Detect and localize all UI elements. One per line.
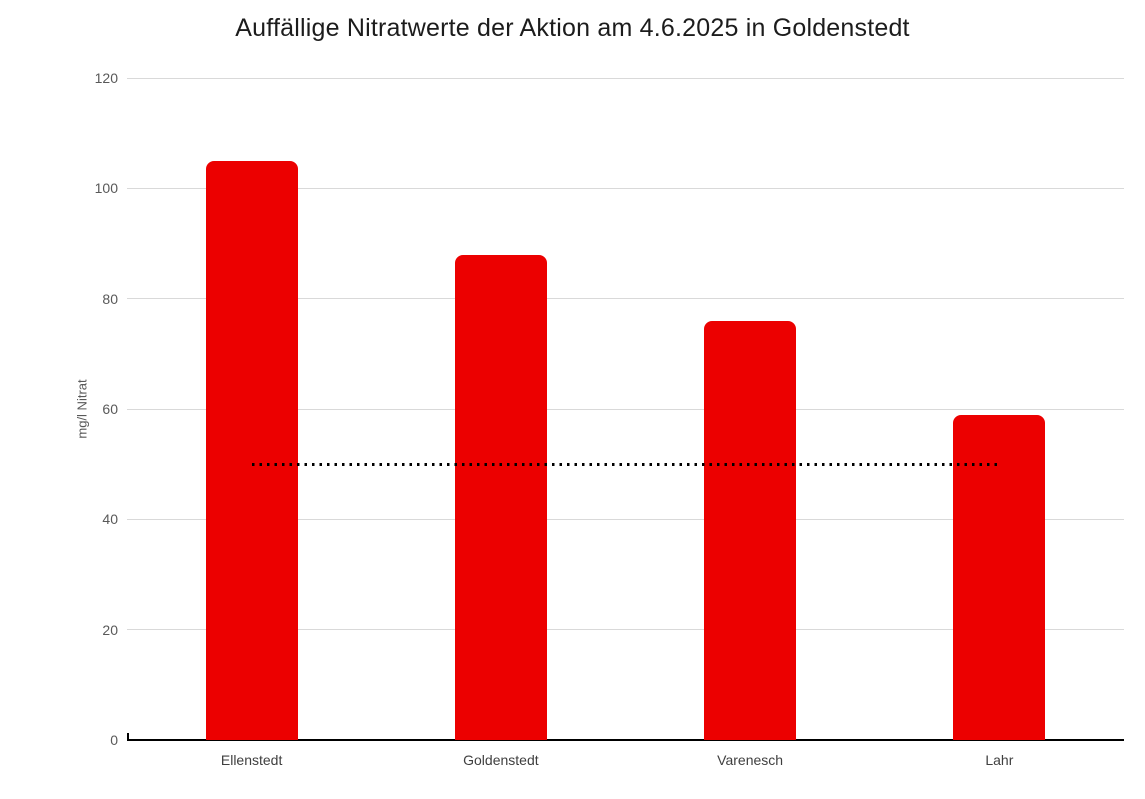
y-tick-label: 120: [94, 70, 118, 86]
bar-varenesch: [704, 320, 797, 740]
x-axis-line: [127, 739, 1124, 741]
bar-goldenstedt: [454, 254, 547, 740]
x-axis-start-tick: [127, 733, 129, 739]
x-category-label: Lahr: [985, 752, 1014, 768]
y-tick-label: 40: [102, 511, 118, 528]
y-tick-label: 80: [102, 290, 118, 307]
y-tick-label: 20: [102, 621, 118, 638]
x-category-label: Goldenstedt: [463, 752, 539, 768]
y-tick-label: 0: [110, 732, 118, 748]
x-category-label: Ellenstedt: [220, 752, 283, 768]
gridline: [127, 408, 1124, 410]
reference-line: [251, 462, 1000, 466]
chart-title: Auffällige Nitratwerte der Aktion am 4.6…: [235, 14, 910, 42]
gridline: [127, 518, 1124, 520]
gridline: [127, 77, 1124, 79]
bar-ellenstedt: [205, 160, 298, 740]
gridline: [127, 298, 1124, 300]
bar-lahr: [953, 414, 1046, 740]
y-tick-label: 100: [94, 180, 118, 197]
x-category-label: Varenesch: [717, 752, 784, 768]
y-tick-label: 60: [102, 401, 118, 417]
plot-area: [127, 77, 1124, 741]
gridline: [127, 187, 1124, 189]
gridline: [127, 629, 1124, 631]
